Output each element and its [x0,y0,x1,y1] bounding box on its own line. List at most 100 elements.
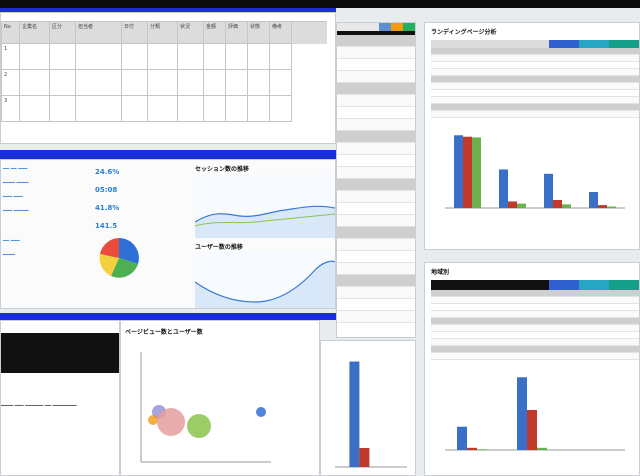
top-table: No 企業名 区分 担当者 日付 分類 状況 金額 評価 状態 備考 1 2 3 [1,21,327,122]
header-swatch [403,23,415,31]
bar [472,137,481,208]
right-bottom-table-header [431,280,639,290]
bar [359,448,370,467]
table-cell [270,70,292,96]
metric-link[interactable]: ━━━━ ━━━━ [3,180,29,186]
table-row [337,263,415,275]
table-row [431,48,639,55]
table-header-cell: 担当者 [76,22,122,44]
table-cell [248,70,270,96]
table-cell [148,44,178,70]
table-header-cell: 状態 [248,22,270,44]
kpi-value: 141.5 [95,222,118,230]
table-row [337,167,415,179]
bar [454,135,463,208]
table-row [337,83,415,95]
table-cell [76,44,122,70]
bubble-chart-panel: ページビュー数とユーザー数 [120,320,320,476]
table-row [337,59,415,71]
table-row: 2 [2,70,327,96]
table-cell [248,96,270,122]
table-row [337,311,415,323]
pie-slice [100,238,119,258]
bubble [148,415,158,425]
middle-table-body [337,35,415,323]
metric-link[interactable]: ━━━ ━━━━━ [3,208,29,214]
bar [607,206,616,208]
table-header-cell: 評価 [226,22,248,44]
table-row [337,191,415,203]
metric-link[interactable]: ━━ ━━ ━━━ [3,166,28,172]
metric-link[interactable]: ━━━ ━━━ [3,194,23,200]
table-row [431,297,639,304]
table-header-cell: 企業名 [20,22,50,44]
bubble [157,408,185,436]
region-title: 地域別 [431,269,450,276]
table-row [431,290,639,297]
table-cell: 1 [2,44,20,70]
table-row [431,97,639,104]
table-row [431,353,639,360]
table-cell [178,44,204,70]
table-cell [20,44,50,70]
right-top-table-body [431,48,639,118]
right-bottom-panel: 地域別 [424,262,640,476]
table-header-cell: 金額 [204,22,226,44]
bar [457,426,467,450]
table-cell [270,96,292,122]
table-row [431,346,639,353]
right-top-table-header [431,40,639,48]
table-cell [226,44,248,70]
table-row [337,119,415,131]
chart2-title: ユーザー数の推移 [195,244,243,251]
table-row [337,95,415,107]
bar [537,447,547,450]
table-row [431,325,639,332]
bottom-left-panel: ━━━━ ━━━ ━━━━━━ ━━ ━━━━━━━━ [0,320,120,476]
bubble [187,414,211,438]
pie-slice [119,238,139,264]
middle-table-panel [336,22,416,338]
table-header-cell: No [2,22,20,44]
dark-data-table [1,333,119,373]
table-cell [178,96,204,122]
table-row [431,111,639,118]
table-cell [122,70,148,96]
header-swatch [391,23,403,31]
metric-link[interactable]: ━━ ━━━ [3,238,20,244]
bar [477,449,487,450]
metric-link[interactable]: ━━━━ [3,252,16,258]
sessions-line-chart [195,174,335,238]
table-row [337,227,415,239]
table-row [431,55,639,62]
table-row [337,275,415,287]
table-cell: 3 [2,96,20,122]
left-top-accent-bar [0,8,336,12]
bar [349,361,360,467]
table-cell [148,70,178,96]
table-header-cell: 備考 [270,22,292,44]
table-cell [20,96,50,122]
table-cell: 2 [2,70,20,96]
table-cell [50,44,76,70]
table-row [337,251,415,263]
left-metric-column: ━━ ━━ ━━━ ━━━━ ━━━━ ━━━ ━━━ ━━━ ━━━━━ ━━… [3,166,91,258]
bar [499,169,508,208]
chart1-title: セッション数の推移 [195,166,250,173]
table-cell [76,96,122,122]
table-row [431,318,639,325]
table-row [431,311,639,318]
table-row [431,69,639,76]
table-cell [204,96,226,122]
right-top-panel: ランディングページ分析 [424,22,640,250]
bar [544,173,553,208]
bar [527,410,537,450]
bar [508,201,517,208]
middle-bar-chart [335,361,407,468]
table-row [431,90,639,97]
table-row [337,299,415,311]
notes-text: ━━━━ ━━━ ━━━━━━ ━━ ━━━━━━━━ [1,403,77,409]
bar [589,192,598,208]
table-header-cell: 状況 [178,22,204,44]
table-row [337,107,415,119]
